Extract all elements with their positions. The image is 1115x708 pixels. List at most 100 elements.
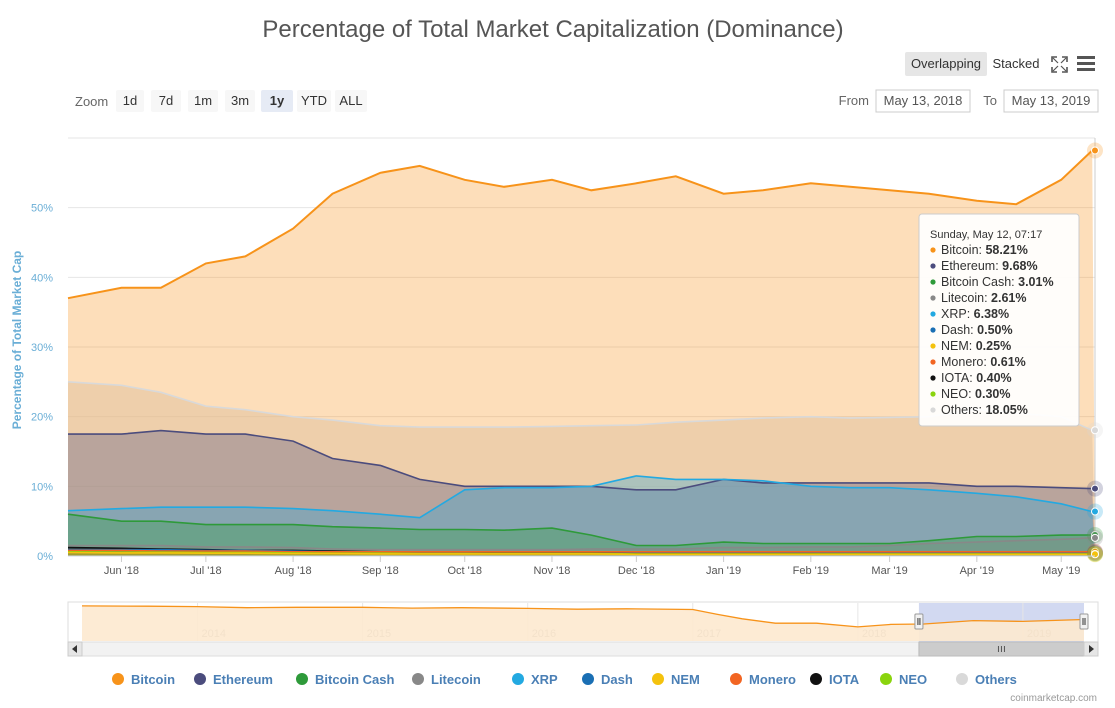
zoom-7d-button[interactable]: 7d — [159, 93, 173, 108]
overlapping-button[interactable]: Overlapping — [911, 56, 981, 71]
line-nem — [67, 551, 1093, 556]
navigator-handle-grip — [1082, 618, 1086, 625]
zoom-1y-button-bg[interactable] — [261, 90, 293, 112]
zoom-3m-button[interactable]: 3m — [231, 93, 249, 108]
tooltip-header: Sunday, May 12, 07:17 — [930, 229, 1042, 241]
scrollbar-grip-icon — [997, 646, 1005, 652]
tooltip-name: NEO: — [941, 387, 975, 401]
credits[interactable]: coinmarketcap.com — [1010, 693, 1097, 704]
legend-item-others[interactable]: Others — [956, 672, 1017, 687]
zoom-ytd-button-bg[interactable] — [297, 90, 331, 112]
zoom-1y-button[interactable]: 1y — [270, 93, 285, 108]
y-tick-label: 0% — [37, 551, 53, 563]
legend-item-neo[interactable]: NEO — [880, 672, 927, 687]
y-tick-label: 30% — [31, 342, 53, 354]
zoom-all-button-bg[interactable] — [335, 90, 367, 112]
legend-label: Ethereum — [213, 672, 273, 687]
zoom-7d-button-bg[interactable] — [151, 90, 181, 112]
tooltip-name: XRP: — [941, 307, 974, 321]
legend-symbol — [880, 673, 892, 685]
tooltip-value: 2.61% — [991, 291, 1026, 305]
tooltip: Sunday, May 12, 07:17 Bitcoin: 58.21% Ethe… — [918, 213, 1080, 427]
menu-icon[interactable] — [1077, 56, 1095, 71]
y-tick-label: 50% — [31, 203, 53, 215]
legend-label: Monero — [749, 672, 796, 687]
tooltip-dot-neo — [930, 391, 936, 397]
to-input[interactable]: May 13, 2019 — [1012, 93, 1091, 108]
tooltip-name: IOTA: — [941, 371, 976, 385]
from-input[interactable]: May 13, 2018 — [884, 93, 963, 108]
legend-symbol — [956, 673, 968, 685]
overlapping-button-bg[interactable] — [905, 52, 987, 76]
zoom-1m-button[interactable]: 1m — [194, 93, 212, 108]
tooltip-dot-bitcoin-cash — [930, 279, 936, 285]
tooltip-name: NEM: — [941, 339, 976, 353]
tooltip-row-bitcoin-cash: Bitcoin Cash: 3.01% — [941, 275, 1054, 289]
legend-item-xrp[interactable]: XRP — [512, 672, 558, 687]
zoom-all-button[interactable]: ALL — [339, 93, 362, 108]
stacked-button[interactable]: Stacked — [993, 56, 1040, 71]
scrollbar[interactable] — [67, 641, 1099, 657]
end-point-xrp — [1091, 507, 1099, 516]
fullscreen-icon[interactable] — [1051, 56, 1068, 73]
zoom-1m-button-bg[interactable] — [188, 90, 218, 112]
y-tick-label: 40% — [31, 272, 53, 284]
tooltip-row-nem: NEM: 0.25% — [941, 339, 1011, 353]
legend-item-litecoin[interactable]: Litecoin — [412, 672, 481, 687]
navigator-right-handle[interactable] — [1079, 613, 1089, 630]
tooltip-box — [918, 213, 1080, 427]
view-mode-toggle: Overlapping Stacked — [905, 52, 1039, 76]
legend-item-bitcoin[interactable]: Bitcoin — [112, 672, 175, 687]
zoom-3m-button-bg[interactable] — [225, 90, 255, 112]
legend-symbol — [810, 673, 822, 685]
tooltip-row-bitcoin: Bitcoin: 58.21% — [941, 243, 1028, 257]
tooltip-row-ethereum: Ethereum: 9.68% — [941, 259, 1038, 273]
tooltip-value: 58.21% — [985, 243, 1027, 257]
tooltip-dot-monero — [930, 359, 936, 365]
tooltip-value: 3.01% — [1018, 275, 1053, 289]
legend-symbol — [112, 673, 124, 685]
legend-item-ethereum[interactable]: Ethereum — [194, 672, 273, 687]
tooltip-dot-nem — [930, 343, 936, 349]
x-tick-label: Jun '18 — [104, 565, 139, 577]
navigator-left-handle[interactable] — [914, 613, 924, 630]
legend-item-bitcoin-cash[interactable]: Bitcoin Cash — [296, 672, 395, 687]
tooltip-name: Others: — [941, 403, 985, 417]
area-others — [68, 381, 1095, 556]
zoom-ytd-button[interactable]: YTD — [301, 93, 327, 108]
tooltip-row-dash: Dash: 0.50% — [941, 323, 1013, 337]
from-label: From — [839, 93, 869, 108]
tooltip-value: 18.05% — [985, 403, 1027, 417]
legend-label: Bitcoin Cash — [315, 672, 395, 687]
legend-label: NEO — [899, 672, 927, 687]
to-label: To — [983, 93, 997, 108]
legend-symbol — [296, 673, 308, 685]
tooltip-name: Monero: — [941, 355, 990, 369]
from-input-box[interactable] — [875, 89, 971, 113]
tooltip-value: 6.38% — [974, 307, 1009, 321]
tooltip-name: Litecoin: — [941, 291, 991, 305]
line-bitcoin — [67, 149, 1093, 300]
zoom-1d-button[interactable]: 1d — [123, 93, 137, 108]
legend-item-iota[interactable]: IOTA — [810, 672, 860, 687]
legend-item-dash[interactable]: Dash — [582, 672, 633, 687]
legend-symbol — [194, 673, 206, 685]
navigator-area — [82, 605, 1084, 641]
area-ethereum — [68, 430, 1095, 556]
x-axis-ticks: Jun '18 Jul '18 Aug '18 Sep '18 Oct '18 Nov '… — [68, 555, 1095, 577]
tooltip-dot-others — [930, 407, 936, 413]
zoom-label: Zoom — [75, 94, 108, 109]
end-point-litecoin — [1091, 533, 1099, 542]
chart-title: Percentage of Total Market Capitalizatio… — [262, 16, 843, 43]
y-tick-label: 10% — [31, 481, 53, 493]
line-monero — [68, 549, 1093, 553]
legend-item-nem[interactable]: NEM — [652, 672, 700, 687]
to-input-box[interactable] — [1003, 89, 1099, 113]
legend-symbol — [412, 673, 424, 685]
legend-item-monero[interactable]: Monero — [730, 672, 796, 687]
zoom-1d-button-bg[interactable] — [116, 90, 144, 112]
tooltip-value: 0.25% — [976, 339, 1011, 353]
scroll-left-icon — [72, 645, 77, 653]
date-range: From May 13, 2018 To May 13, 2019 — [839, 89, 1099, 113]
tooltip-name: Bitcoin: — [941, 243, 985, 257]
